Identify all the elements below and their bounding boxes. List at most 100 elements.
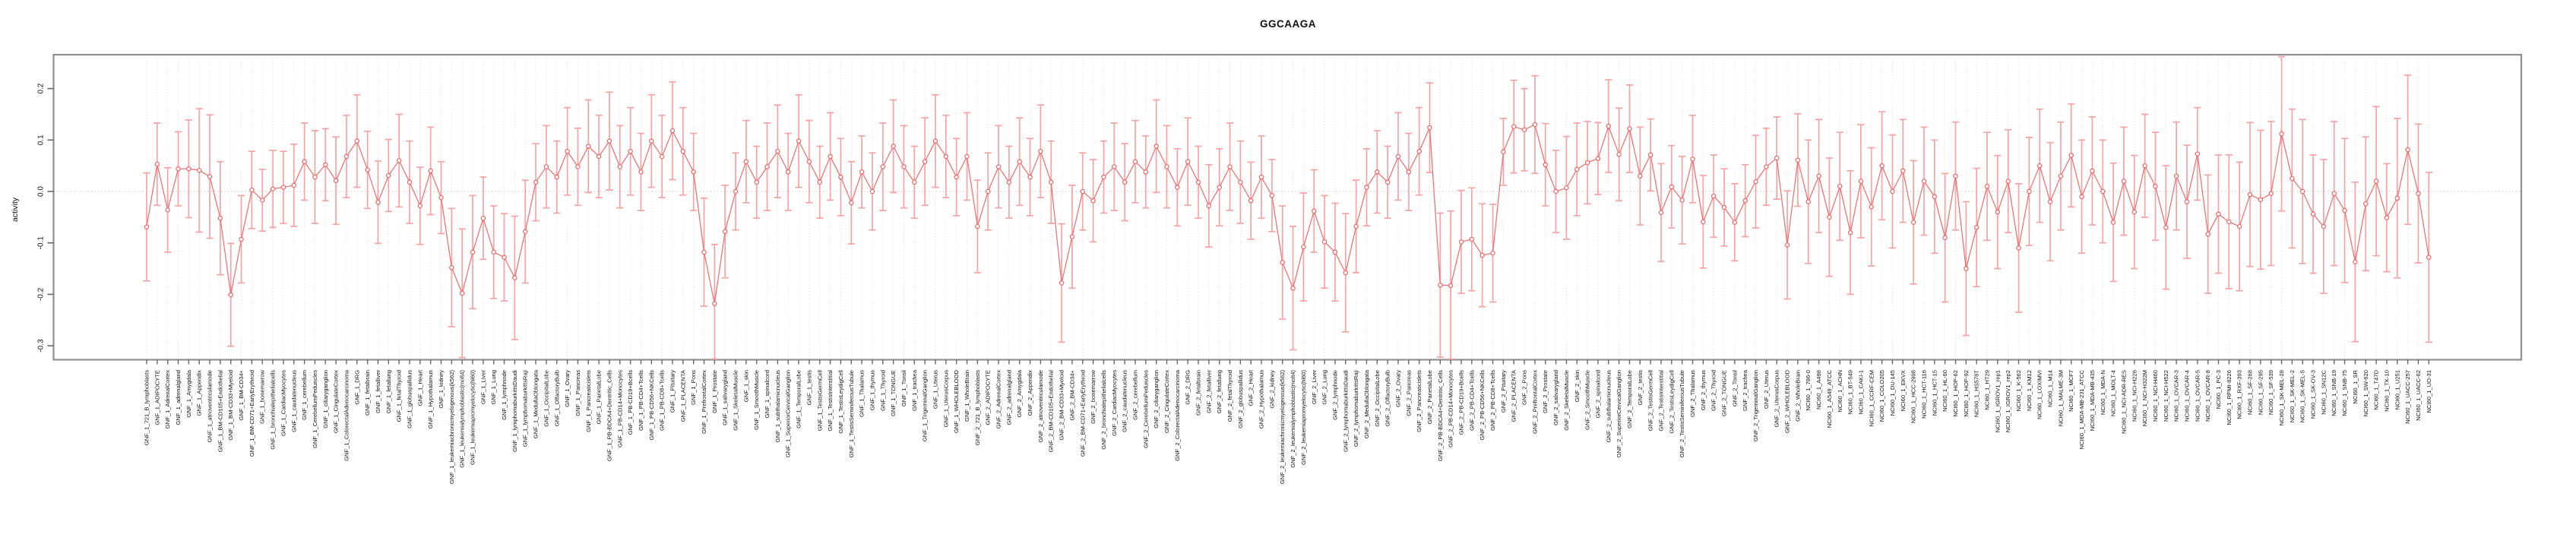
- x-axis-labels: GNF_1_721_B_lymphoblasts GNF_1_ADIPOCYTE G…: [144, 369, 2432, 484]
- data-point: [1900, 168, 1906, 174]
- data-point: [1858, 179, 1864, 184]
- data-point: [1195, 179, 1201, 185]
- data-point: [1427, 125, 1432, 131]
- data-point: [1164, 164, 1169, 169]
- x-category-label: GNF_1_cerebellum: [301, 370, 308, 420]
- x-category-label: NCI60_1_CCRF-CEM: [1868, 370, 1875, 427]
- x-category-label: GNF_1_fetalThyroid: [396, 370, 403, 422]
- data-point: [1827, 214, 1832, 220]
- x-category-label: GNF_1_AdrenalCortex: [164, 370, 171, 428]
- data-point: [2047, 199, 2053, 204]
- data-point: [1721, 204, 1727, 210]
- x-axis-ticks: [146, 359, 2430, 365]
- y-axis-ticks: [47, 87, 54, 346]
- x-category-label: GNF_1_bronchialepithelialcells: [270, 370, 277, 450]
- data-point: [1301, 244, 1306, 250]
- x-category-label: GNF_2_Thalamus: [1689, 370, 1696, 417]
- data-point: [743, 159, 749, 164]
- x-category-label: NCI60_1_HL-60: [1941, 370, 1948, 412]
- data-point: [186, 166, 191, 172]
- data-point: [2426, 255, 2432, 260]
- x-category-label: NCI60_1_U251: [2394, 370, 2400, 409]
- data-point: [2027, 188, 2032, 194]
- data-point: [2090, 168, 2095, 174]
- x-category-label: GNF_2_caudatenucleus: [1122, 370, 1128, 432]
- x-category-label: GNF_1_SkeletalMuscle: [733, 370, 739, 431]
- x-category-label: NCI60_1_TK-10: [2383, 370, 2390, 412]
- data-point: [1910, 220, 1916, 225]
- x-category-label: GNF_1_caudatenucleus: [290, 370, 297, 432]
- data-point: [849, 200, 854, 206]
- data-point: [669, 128, 676, 134]
- data-point: [1217, 185, 1222, 190]
- x-category-label: NCI60_1_DU-145: [1889, 370, 1896, 416]
- x-category-label: NCI60_1_MOLT-4: [2110, 370, 2117, 416]
- x-category-label: NCI60_1_HT29: [1984, 370, 1991, 410]
- x-category-label: NCI60_1_MDA-N: [2100, 370, 2106, 415]
- x-category-label: GNF_1_leukemialymphoblastic(molt4): [459, 370, 466, 468]
- data-point: [1984, 183, 1990, 189]
- x-category-label: GNF_1_kidney: [438, 370, 445, 409]
- data-point: [1784, 242, 1790, 248]
- data-point: [575, 164, 581, 169]
- x-category-label: GNF_1_PB-CD19+Bcells: [627, 370, 634, 435]
- x-category-label: GNF_2_testis: [1637, 370, 1644, 406]
- data-point: [1869, 204, 1875, 210]
- x-category-label: GNF_1_Pons: [690, 370, 697, 405]
- x-category-label: NCI60_1_CAKI-1: [1857, 370, 1864, 415]
- x-category-label: GNF_1_Prostate: [711, 370, 718, 413]
- data-point: [2321, 223, 2327, 229]
- data-point: [1059, 280, 1065, 286]
- data-point: [1753, 179, 1758, 185]
- data-point: [1269, 193, 1275, 198]
- x-category-label: GNF_1_Amygdala: [185, 369, 192, 417]
- data-point: [2258, 197, 2264, 203]
- x-category-label: NCI60_1_NCI-H460: [2152, 370, 2159, 422]
- data-point: [1080, 188, 1086, 194]
- x-category-label: GNF_1_ParietalLobe: [596, 370, 603, 424]
- data-point: [2416, 191, 2421, 196]
- data-point: [1185, 159, 1191, 164]
- x-category-label: GNF_2_TestisLeydigCell: [1668, 370, 1675, 434]
- x-category-label: GNF_2_fetallung: [1216, 370, 1223, 413]
- data-point: [1321, 239, 1328, 245]
- error-bars: [143, 55, 2432, 360]
- x-category-label: NCI60_1_HS578T: [1973, 370, 1980, 417]
- data-point: [606, 138, 612, 144]
- data-point: [985, 188, 991, 194]
- x-category-label: GNF_1_WholeBrain: [964, 370, 970, 422]
- data-point: [502, 255, 507, 260]
- data-point: [480, 215, 486, 221]
- data-point: [1679, 198, 1685, 203]
- data-point: [2216, 211, 2221, 217]
- data-point: [680, 148, 686, 154]
- x-category-label: GNF_1_TONGUE: [890, 370, 897, 416]
- x-category-label: NCI60_1_SK-MEL-5: [2299, 370, 2306, 422]
- x-category-label: GNF_1_PB-BDCA4+Dentritic_Cells: [606, 370, 612, 461]
- data-point: [1375, 169, 1380, 175]
- x-category-label: GNF_1_DRG: [353, 370, 360, 405]
- x-category-label: GNF_2_PB-CD4+Tcells: [1468, 370, 1475, 431]
- x-category-label: GNF_1_PB-CD8+Tcells: [659, 370, 666, 431]
- x-category-label: NCI60_1_NCI-H522: [2163, 370, 2169, 422]
- x-category-label: GNF_2_fetalThyroid: [1226, 370, 1233, 422]
- data-point: [1206, 203, 1212, 209]
- x-category-label: GNF_1_PB-CD4+Tcells: [638, 370, 644, 431]
- data-point: [1280, 260, 1285, 265]
- x-category-label: GNF_1_ciliaryganglion: [322, 370, 329, 428]
- data-point: [2153, 183, 2158, 189]
- x-category-label: GNF_2_Tonsil: [1731, 370, 1738, 406]
- data-point: [869, 188, 875, 194]
- data-point: [1805, 199, 1811, 204]
- x-category-label: GNF_1_fetalbrain: [364, 370, 371, 416]
- x-category-label: GNF_2_PLACENTA: [1511, 369, 1517, 422]
- x-category-label: NCI60_1_RXF-393: [2236, 370, 2243, 419]
- data-point: [228, 292, 233, 298]
- data-point: [1112, 164, 1117, 169]
- x-category-label: GNF_2_TemporalLobe: [1626, 370, 1633, 428]
- data-point: [354, 138, 360, 144]
- x-category-label: GNF_1_Appendix: [196, 370, 203, 416]
- x-category-label: GNF_1_UterusCorpus: [942, 370, 949, 428]
- x-category-label: GNF_1_TestisInterstitial: [827, 370, 834, 432]
- data-point: [1774, 155, 1780, 161]
